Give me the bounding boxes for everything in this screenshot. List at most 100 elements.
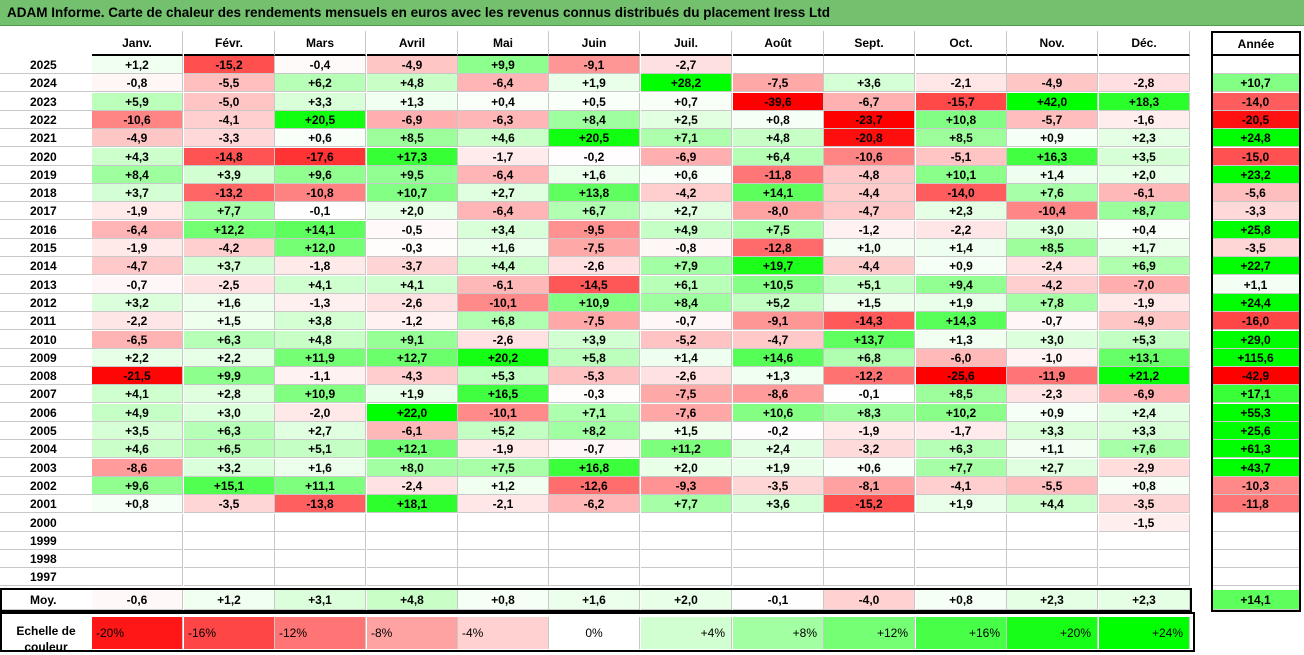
- heatmap-cell: +6,2: [275, 74, 366, 93]
- year-total-cell: -20,5: [1212, 110, 1300, 129]
- heatmap-cell: +3,8: [275, 312, 366, 331]
- year-label: 2008: [0, 367, 92, 386]
- heatmap-cell: -2,3: [1007, 385, 1098, 404]
- average-cell: +2,3: [1007, 589, 1098, 610]
- heatmap-cell: -1,9: [1099, 293, 1190, 312]
- heatmap-cell: +4,1: [275, 275, 366, 294]
- heatmap-cell: +3,9: [184, 165, 275, 184]
- heatmap-cell: -6,4: [458, 202, 549, 221]
- heatmap-cell: -4,4: [824, 184, 915, 203]
- heatmap-cell: -6,4: [458, 165, 549, 184]
- average-cell: -0,6: [92, 589, 183, 610]
- year-label: 2025: [0, 56, 92, 74]
- year-label: 2016: [0, 221, 92, 239]
- heatmap-cell: +8,4: [549, 110, 640, 129]
- heatmap-cell: [1007, 531, 1098, 550]
- heatmap-cell: +6,3: [184, 330, 275, 349]
- month-header: Avril: [367, 31, 458, 56]
- month-header: Mai: [458, 31, 549, 56]
- year-label: 2009: [0, 349, 92, 367]
- heatmap-cell: +20,5: [549, 129, 640, 148]
- heatmap-cell: -2,7: [641, 56, 732, 74]
- heatmap-cell: -3,5: [733, 476, 824, 495]
- heatmap-cell: -0,1: [275, 202, 366, 221]
- heatmap-cell: -6,7: [824, 92, 915, 111]
- heatmap-cell: [824, 568, 915, 587]
- heatmap-cell: +0,8: [733, 110, 824, 129]
- heatmap-cell: +2,3: [916, 202, 1007, 221]
- heatmap-cell: +0,8: [92, 495, 183, 514]
- heatmap-cell: +1,6: [549, 165, 640, 184]
- heatmap-cell: [92, 550, 183, 569]
- heatmap-cell: [184, 568, 275, 587]
- heatmap-cell: +20,5: [275, 110, 366, 129]
- heatmap-cell: [184, 513, 275, 532]
- heatmap-cell: -4,1: [916, 476, 1007, 495]
- heatmap-cell: +7,1: [641, 129, 732, 148]
- heatmap-cell: +8,4: [641, 293, 732, 312]
- heatmap-cell: [549, 550, 640, 569]
- heatmap-cell: +13,1: [1099, 348, 1190, 367]
- heatmap-cell: -2,8: [1099, 74, 1190, 93]
- heatmap-cell: +11,1: [275, 476, 366, 495]
- heatmap-cell: +5,2: [458, 422, 549, 440]
- heatmap-cell: -4,4: [824, 257, 915, 276]
- heatmap-cell: -8,0: [733, 202, 824, 221]
- heatmap-cell: +2,7: [641, 202, 732, 221]
- heatmap-cell: +1,9: [916, 495, 1007, 514]
- heatmap-cell: +12,1: [367, 440, 458, 459]
- heatmap-cell: -6,4: [92, 220, 183, 239]
- year-total-cell: +29,0: [1212, 330, 1300, 349]
- heatmap-cell: -2,2: [92, 312, 183, 331]
- heatmap-cell: +9,6: [92, 476, 183, 495]
- heatmap-cell: +5,8: [549, 348, 640, 367]
- color-scale-swatch: 0%: [549, 617, 640, 649]
- month-header: Sept.: [824, 31, 915, 56]
- heatmap-cell: +3,9: [549, 330, 640, 349]
- heatmap-cell: +0,4: [458, 92, 549, 111]
- average-cell: +0,8: [916, 589, 1007, 610]
- heatmap-cell: +0,9: [1007, 403, 1098, 422]
- heatmap-cell: +8,5: [367, 129, 458, 148]
- year-label: 2023: [0, 93, 92, 111]
- heatmap-cell: +0,9: [916, 257, 1007, 276]
- heatmap-cell: -5,5: [1007, 476, 1098, 495]
- heatmap-cell: -5,3: [549, 367, 640, 386]
- heatmap-cell: +16,8: [549, 458, 640, 477]
- year-total-cell: -42,9: [1212, 367, 1300, 386]
- heatmap-cell: -15,7: [916, 92, 1007, 111]
- heatmap-cell: -7,5: [549, 312, 640, 331]
- heatmap-cell: -9,5: [549, 220, 640, 239]
- year-total-cell: +61,3: [1212, 440, 1300, 459]
- heatmap-cell: [549, 513, 640, 532]
- heatmap-cell: [733, 531, 824, 550]
- heatmap-cell: +2,7: [1007, 458, 1098, 477]
- heatmap-cell: -4,9: [1007, 74, 1098, 93]
- heatmap-cell: -10,6: [824, 147, 915, 166]
- heatmap-cell: +2,3: [1099, 129, 1190, 148]
- heatmap-cell: +9,6: [275, 165, 366, 184]
- heatmap-cell: -9,1: [733, 312, 824, 331]
- year-total-cell: +25,6: [1212, 422, 1300, 440]
- year-label: 2003: [0, 459, 92, 477]
- heatmap-cell: -14,5: [549, 275, 640, 294]
- year-total-header: Année: [1212, 31, 1300, 56]
- heatmap-cell: +0,5: [549, 92, 640, 111]
- month-header: Juil.: [641, 31, 732, 56]
- heatmap-cell: +16,3: [1007, 147, 1098, 166]
- heatmap-cell: +2,0: [641, 458, 732, 477]
- heatmap-cell: +3,0: [184, 403, 275, 422]
- heatmap-cell: -15,2: [184, 56, 275, 74]
- heatmap-cell: -14,3: [824, 312, 915, 331]
- heatmap-cell: -9,1: [549, 56, 640, 74]
- heatmap-cell: [641, 550, 732, 569]
- heatmap-cell: [916, 568, 1007, 587]
- month-header: Nov.: [1007, 31, 1098, 56]
- heatmap-cell: +2,4: [733, 440, 824, 459]
- heatmap-cell: +1,9: [733, 458, 824, 477]
- color-scale-swatch: +20%: [1007, 617, 1098, 649]
- heatmap-cell: -12,6: [549, 476, 640, 495]
- heatmap-cell: -25,6: [916, 367, 1007, 386]
- heatmap-cell: +3,7: [184, 257, 275, 276]
- heatmap-cell: -2,6: [458, 330, 549, 349]
